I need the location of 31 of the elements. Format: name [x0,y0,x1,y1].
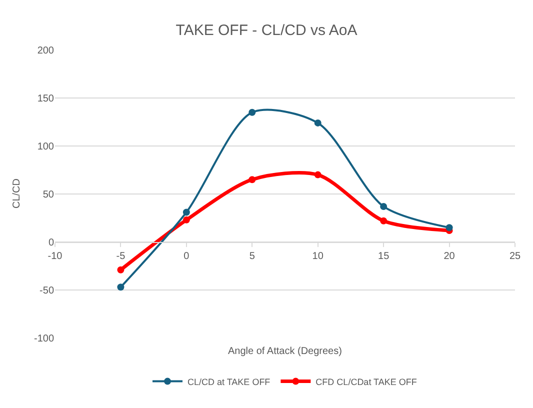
y-tick-label: -100 [34,334,54,344]
point [380,202,388,210]
x-tick-label: -5 [116,251,126,262]
x-tick-label: 10 [312,251,324,262]
x-axis-title: Angle of Attack (Degrees) [228,346,342,357]
y-axis-title: CL/CD [12,178,22,208]
legend-label: CL/CD at TAKE OFF [188,376,271,387]
chart-title: TAKE OFF - CL/CD vs AoA [176,22,358,39]
point [314,119,322,126]
x-tick-label: 25 [509,251,521,262]
y-tick-label: 150 [37,94,54,104]
y-tick-label: 100 [37,142,54,152]
point [446,224,453,232]
point [248,108,256,116]
point [182,216,190,224]
y-tick-label: 50 [42,190,54,200]
point [380,217,388,224]
point [117,284,124,291]
point [248,176,256,184]
x-tick-label: 15 [378,251,390,262]
x-tick-label: 0 [184,251,190,262]
y-tick-label: 200 [37,46,54,56]
legend-label: CFD CL/CDat TAKE OFF [316,376,418,387]
point [314,171,322,178]
y-tick-label: -50 [40,286,54,296]
x-tick-label: -10 [48,251,63,262]
x-tick-label: 20 [444,251,456,262]
point [182,208,190,216]
point [117,266,124,274]
y-tick-label: 0 [48,238,54,248]
x-tick-label: 5 [249,251,256,262]
